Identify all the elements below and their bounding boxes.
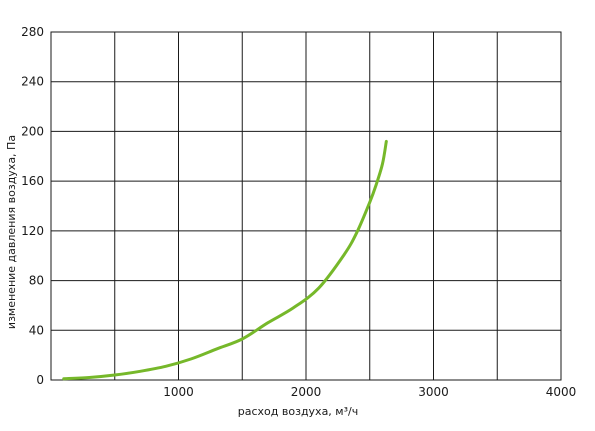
x-tick-label: 3000 xyxy=(418,385,449,399)
x-tick-label: 4000 xyxy=(546,385,577,399)
x-tick-label: 1000 xyxy=(163,385,194,399)
y-axis-title: изменение давления воздуха, Па xyxy=(5,135,18,329)
y-tick-label: 80 xyxy=(29,274,44,288)
x-axis-title: расход воздуха, м³/ч xyxy=(238,405,358,418)
y-tick-label: 200 xyxy=(21,124,44,138)
y-axis-ticks: 0 40 80 120 160 200 240 280 xyxy=(21,25,44,387)
y-tick-label: 120 xyxy=(21,224,44,238)
grid xyxy=(51,31,562,380)
y-tick-label: 40 xyxy=(29,323,44,337)
series-line-0 xyxy=(62,139,388,381)
y-tick-label: 160 xyxy=(21,174,44,188)
y-tick-label: 240 xyxy=(21,75,44,89)
series-layer xyxy=(62,139,388,381)
x-tick-label: 2000 xyxy=(291,385,322,399)
y-tick-label: 0 xyxy=(36,373,44,387)
y-tick-label: 280 xyxy=(21,25,44,39)
x-axis-ticks: 1000 2000 3000 4000 xyxy=(163,385,576,399)
plot-area-border xyxy=(50,31,562,381)
